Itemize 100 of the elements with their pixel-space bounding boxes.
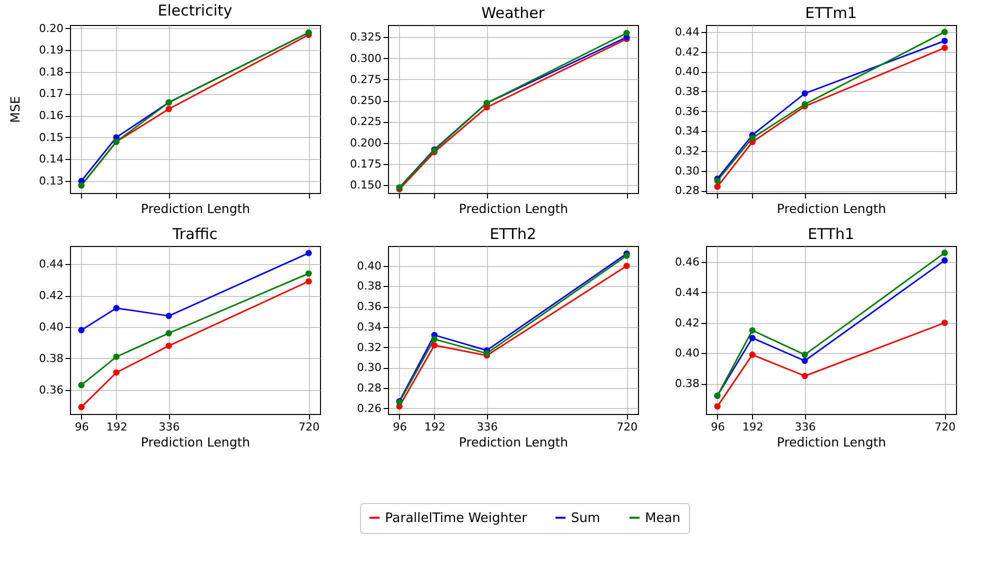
point (941, 250, 948, 256)
x-axis-title: Prediction Length (458, 434, 568, 450)
y-axis-title: MSE (8, 96, 22, 123)
y-tick-label: 0.40 (675, 65, 700, 78)
point (623, 262, 630, 270)
x-tick-label: 192 (424, 420, 446, 434)
point (749, 334, 756, 342)
point (749, 134, 756, 142)
point (431, 336, 438, 342)
point (623, 252, 630, 259)
y-tick-label: 0.250 (350, 94, 382, 108)
point (305, 250, 312, 256)
x-tick-label: 720 (616, 420, 638, 434)
legend-label: Sum (571, 510, 600, 526)
point (431, 342, 438, 348)
point (941, 38, 948, 44)
y-tick-label: 0.44 (39, 258, 64, 271)
y-tick-label: 0.32 (357, 340, 382, 354)
x-tick-label: 336 (794, 420, 816, 434)
x-axis-title: Prediction Length (776, 434, 886, 450)
y-tick-label: 0.32 (675, 144, 700, 158)
chart-title: ETTm1 (805, 4, 857, 22)
y-tick-label: 0.19 (39, 44, 64, 57)
y-tick-label: 0.42 (675, 316, 700, 330)
y-tick-label: 0.28 (357, 382, 382, 395)
point (802, 352, 808, 358)
x-tick-label: 336 (476, 420, 498, 434)
point (623, 30, 630, 36)
point (166, 342, 172, 349)
x-tick-label: 96 (74, 420, 89, 434)
y-tick-label: 0.42 (39, 289, 64, 302)
point (941, 44, 948, 51)
point (714, 183, 721, 190)
y-tick-label: 0.40 (675, 346, 700, 360)
point (802, 372, 808, 380)
x-axis-title: Prediction Length (776, 201, 886, 216)
y-tick-label: 0.14 (39, 152, 64, 166)
y-tick-label: 0.275 (350, 72, 382, 86)
x-tick-label: 720 (298, 420, 320, 434)
y-tick-label: 0.42 (675, 45, 700, 58)
point (802, 358, 808, 364)
legend-label: Mean (645, 510, 680, 526)
y-tick-label: 0.30 (357, 361, 382, 374)
y-tick-label: 0.18 (39, 65, 64, 78)
y-tick-label: 0.200 (350, 136, 382, 150)
x-tick-label: 720 (934, 420, 956, 434)
y-tick-label: 0.36 (39, 383, 64, 396)
point (305, 270, 312, 277)
y-tick-label: 0.16 (39, 109, 64, 122)
chart-title: Traffic (171, 225, 218, 243)
y-tick-label: 0.34 (675, 124, 700, 138)
x-tick-label: 96 (710, 420, 725, 434)
y-tick-label: 0.17 (39, 87, 64, 100)
y-tick-label: 0.38 (357, 280, 382, 293)
x-axis-title: Prediction Length (140, 201, 250, 216)
point (78, 382, 85, 388)
chart-title: Electricity (158, 1, 232, 20)
y-tick-label: 0.38 (675, 84, 700, 98)
y-tick-label: 0.30 (675, 164, 700, 178)
y-tick-label: 0.46 (675, 255, 700, 268)
point (305, 278, 312, 285)
y-tick-label: 0.36 (357, 300, 382, 314)
point (113, 354, 120, 360)
x-tick-label: 336 (158, 420, 180, 434)
y-tick-label: 0.26 (357, 402, 382, 415)
y-tick-label: 0.13 (39, 174, 64, 188)
point (166, 106, 172, 112)
point (113, 369, 120, 376)
point (78, 326, 85, 334)
y-tick-label: 0.300 (350, 52, 382, 65)
point (802, 90, 808, 97)
y-tick-label: 0.15 (39, 130, 64, 144)
point (166, 330, 172, 336)
y-tick-label: 0.325 (350, 30, 382, 44)
y-tick-label: 0.40 (39, 320, 64, 334)
x-tick-label: 192 (106, 420, 128, 434)
y-tick-label: 0.28 (675, 184, 700, 198)
y-tick-label: 0.225 (350, 115, 382, 128)
legend-label: ParallelTime Weighter (385, 510, 528, 526)
y-tick-label: 0.150 (350, 178, 382, 192)
y-tick-label: 0.38 (39, 352, 64, 365)
y-tick-label: 0.44 (675, 25, 700, 38)
point (78, 404, 85, 410)
x-tick-label: 192 (742, 420, 764, 434)
point (749, 352, 756, 358)
y-tick-label: 0.175 (350, 157, 382, 170)
point (749, 327, 756, 334)
x-tick-label: 96 (392, 420, 407, 434)
point (113, 304, 120, 312)
chart-title: ETTh2 (490, 225, 536, 243)
x-axis-title: Prediction Length (458, 201, 568, 216)
y-tick-label: 0.36 (675, 104, 700, 118)
x-axis-title: Prediction Length (140, 434, 250, 450)
point (941, 320, 948, 326)
point (941, 257, 948, 264)
y-tick-label: 0.34 (357, 320, 382, 334)
point (714, 403, 721, 410)
point (941, 28, 948, 36)
y-tick-label: 0.40 (357, 259, 382, 272)
y-tick-label: 0.38 (675, 377, 700, 390)
